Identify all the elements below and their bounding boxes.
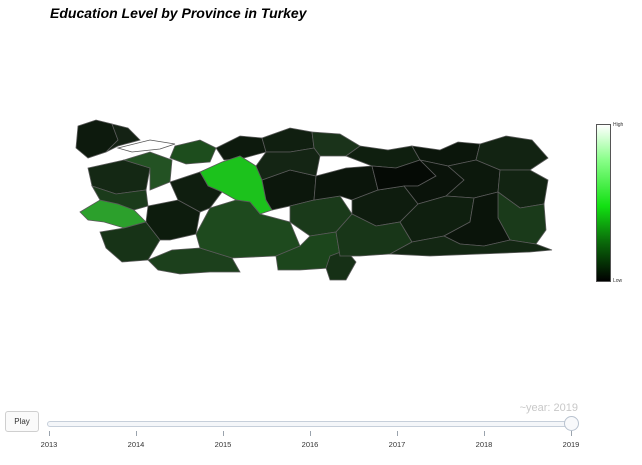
year-tick-label[interactable]: 2018 (475, 440, 493, 449)
province-south-antalya[interactable] (147, 247, 241, 275)
province-north-1[interactable] (169, 139, 217, 165)
colorbar-high-label: High (613, 122, 624, 128)
year-tick-label[interactable]: 2017 (388, 440, 406, 449)
play-button[interactable]: Play (5, 411, 39, 432)
year-tick-label[interactable]: 2014 (127, 440, 145, 449)
map-title: Education Level by Province in Turkey (50, 5, 307, 21)
year-tick (223, 431, 224, 436)
province-west-3[interactable] (91, 185, 149, 211)
year-tick-label[interactable]: 2016 (301, 440, 319, 449)
year-slider-track[interactable] (47, 421, 576, 427)
province-thrace-east[interactable] (105, 123, 141, 153)
province-konya[interactable] (195, 199, 301, 259)
year-tick-label[interactable]: 2013 (40, 440, 58, 449)
province-southeast-4[interactable] (388, 235, 553, 257)
province-north-3[interactable] (261, 127, 315, 153)
year-tick (136, 431, 137, 436)
year-tick (397, 431, 398, 436)
year-tick (49, 431, 50, 436)
year-tick (310, 431, 311, 436)
province-central-3[interactable] (255, 147, 321, 181)
province-central-1[interactable] (169, 171, 223, 213)
colorbar (596, 124, 611, 282)
colorbar-low-label: Low (613, 278, 623, 284)
province-thrace-west[interactable] (75, 119, 119, 159)
year-slider-handle[interactable] (564, 416, 579, 431)
year-tick (484, 431, 485, 436)
current-year-readout: ~year: 2019 (519, 402, 578, 414)
year-tick-label[interactable]: 2015 (214, 440, 232, 449)
province-southwest-1[interactable] (99, 221, 161, 263)
marmara-coast-strip (116, 139, 176, 153)
year-tick (571, 431, 572, 436)
year-tick-label[interactable]: 2019 (562, 440, 580, 449)
